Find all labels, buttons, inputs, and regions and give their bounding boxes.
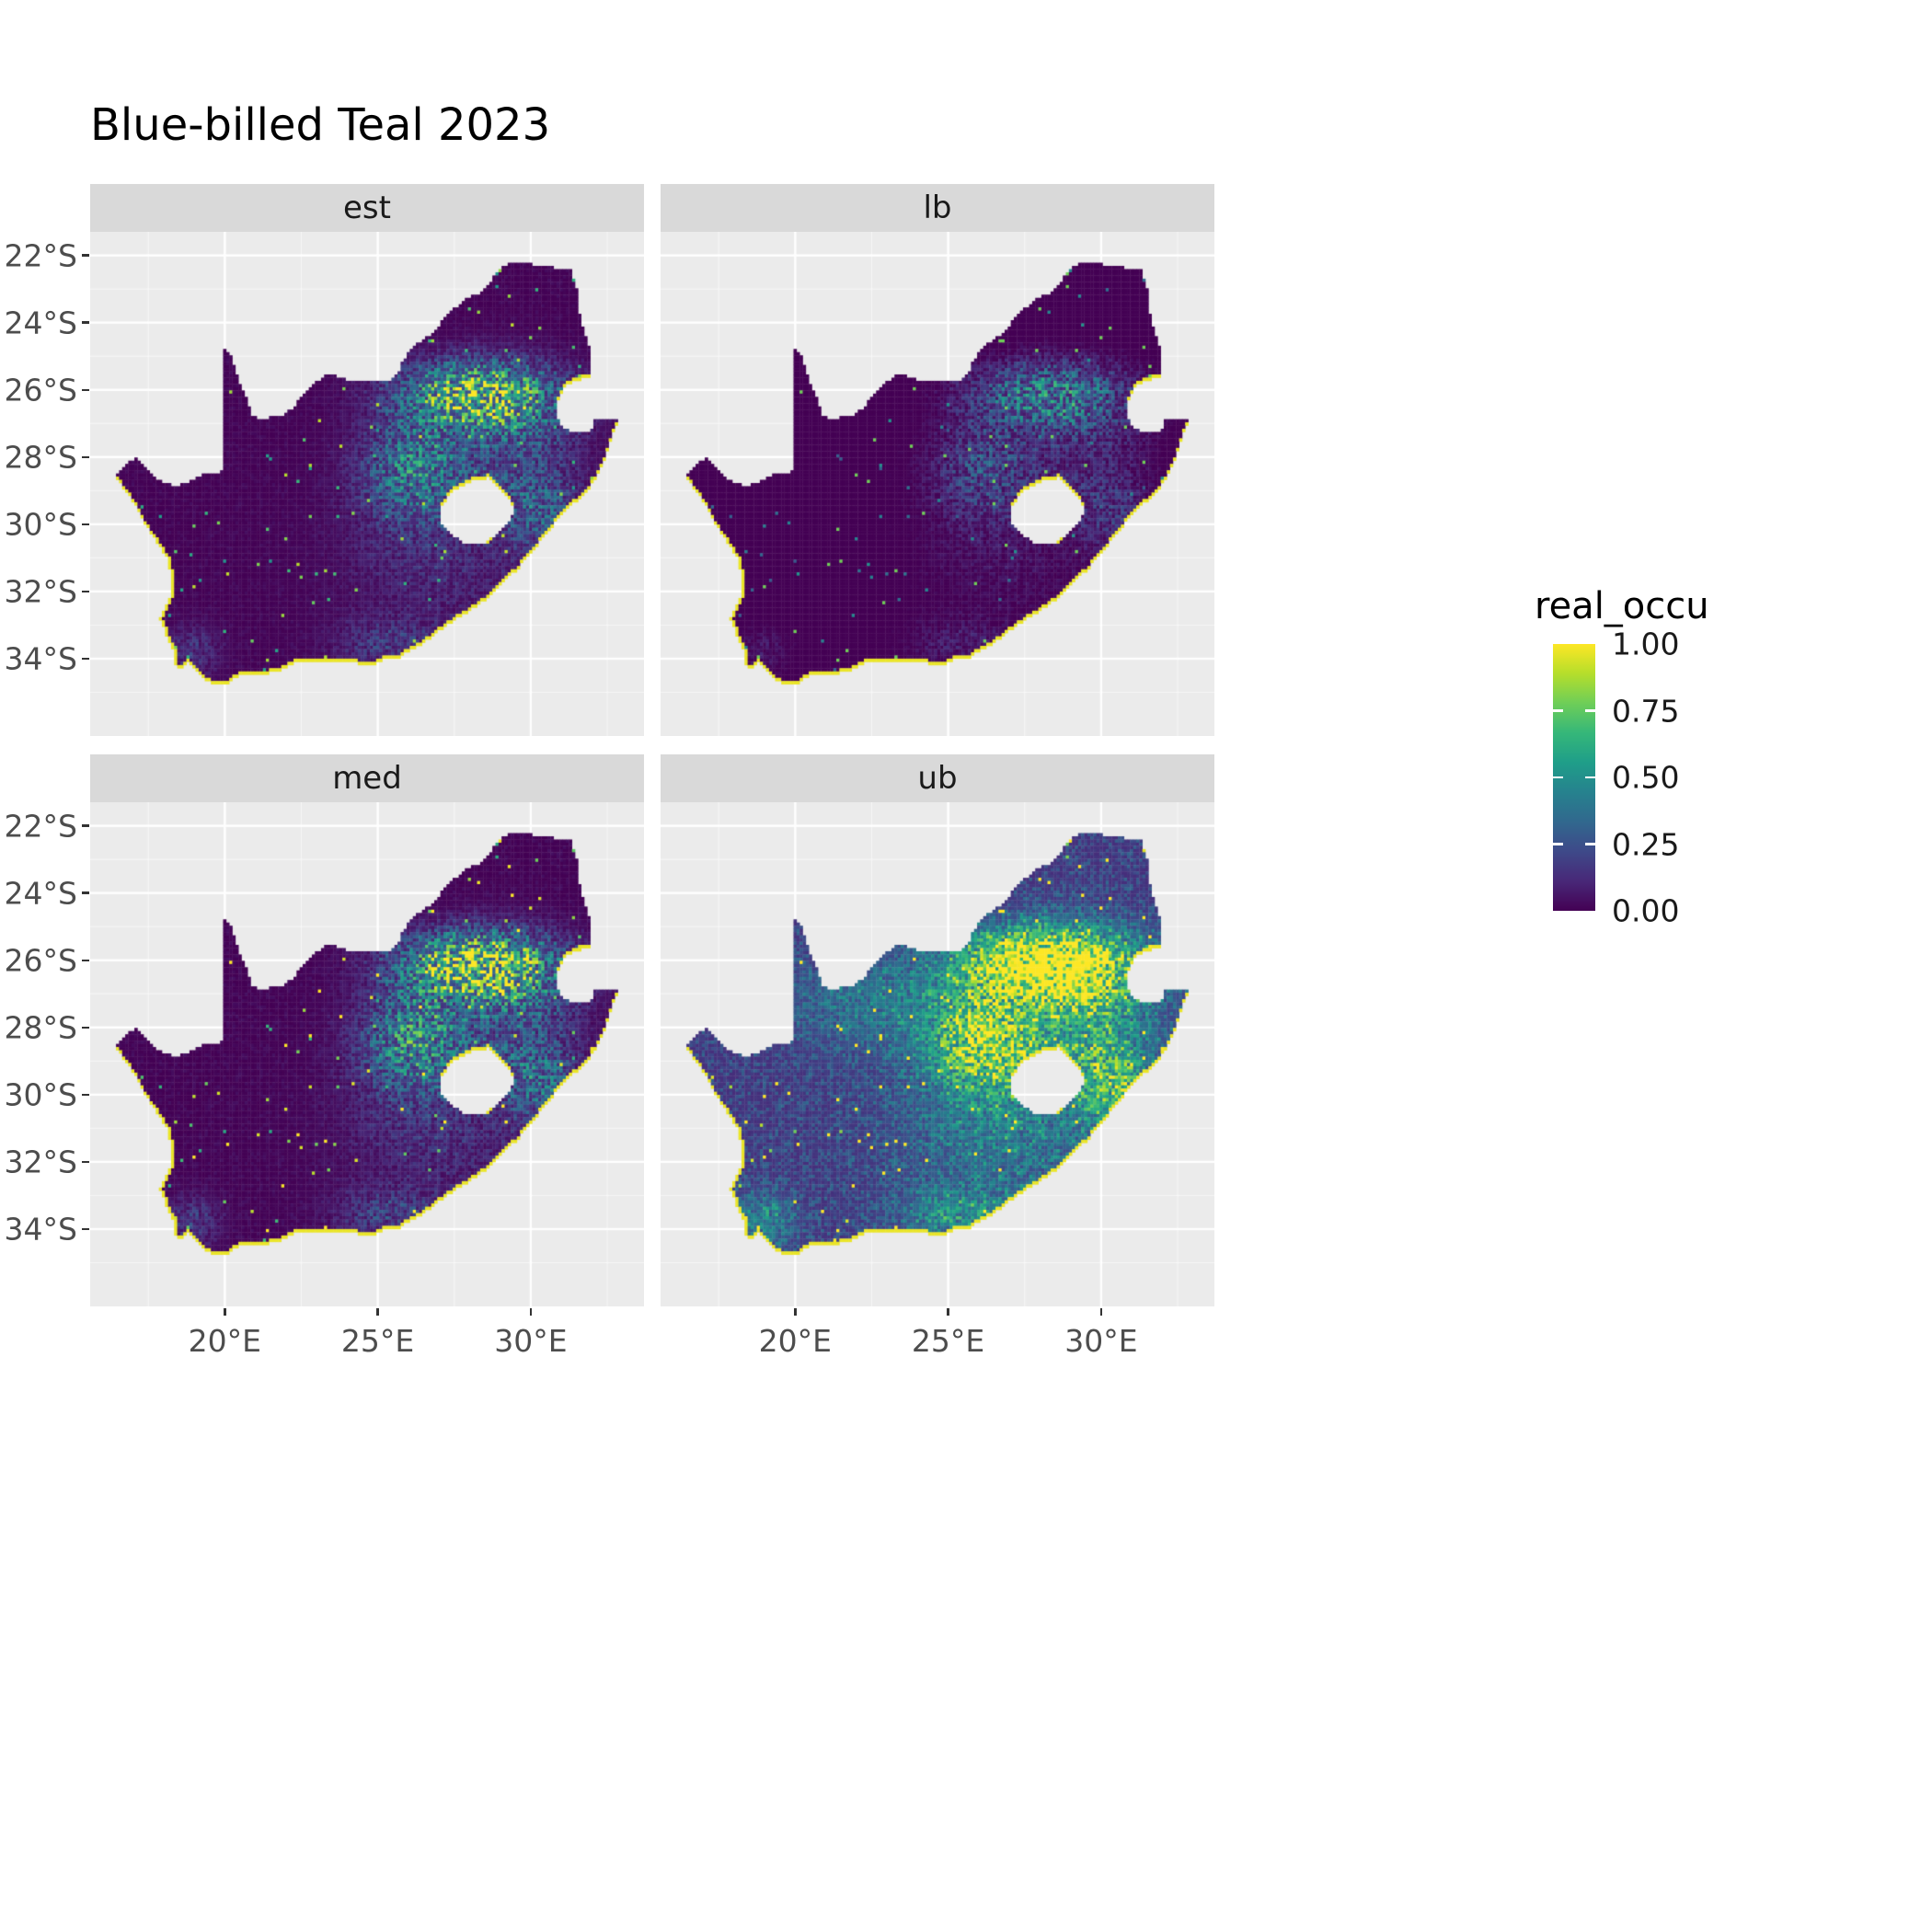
y-axis-tick-label: 34°S [4, 1211, 77, 1248]
y-axis-tick-label: 28°S [4, 1009, 77, 1046]
y-axis-tick-mark [82, 523, 89, 526]
x-axis-tick-label: 20°E [188, 1323, 261, 1359]
y-axis-tick-mark [82, 824, 89, 827]
y-axis-tick-mark [82, 1227, 89, 1231]
facet-strip-ub: ub [661, 754, 1214, 802]
x-axis-tick-mark [224, 1308, 226, 1316]
y-axis-tick-mark [82, 891, 89, 894]
y-axis-tick-mark [82, 254, 89, 257]
legend-tick-label: 1.00 [1612, 626, 1680, 662]
x-axis-tick-label: 25°E [340, 1323, 415, 1359]
y-axis-tick-label: 34°S [4, 640, 77, 677]
legend-title: real_occu [1535, 585, 1709, 627]
y-axis-tick-mark [82, 657, 89, 661]
y-axis-tick-mark [82, 1160, 89, 1164]
legend-tick-mark [1553, 776, 1563, 779]
chart-title: Blue-billed Teal 2023 [90, 99, 551, 151]
y-axis-tick-mark [82, 455, 89, 458]
map-panel-est [90, 232, 644, 736]
map-panel-ub [661, 802, 1214, 1306]
y-axis-tick-mark [82, 388, 89, 391]
facet-label-est: est [343, 190, 391, 226]
facet-strip-est: est [90, 184, 644, 232]
legend-tick-mark [1585, 709, 1595, 712]
legend-tick-label: 0.00 [1612, 892, 1680, 929]
y-axis-tick-label: 26°S [4, 372, 77, 408]
legend-tick-mark [1553, 843, 1563, 845]
x-axis-tick-label: 20°E [758, 1323, 832, 1359]
y-axis-tick-label: 32°S [4, 573, 77, 610]
x-axis-tick-mark [794, 1308, 797, 1316]
x-axis-tick-label: 25°E [911, 1323, 985, 1359]
y-axis-tick-mark [82, 1093, 89, 1097]
y-axis-tick-label: 30°S [4, 1076, 77, 1113]
map-panel-lb [661, 232, 1214, 736]
legend-tick-label: 0.50 [1612, 759, 1680, 796]
y-axis-tick-label: 22°S [4, 808, 77, 845]
facet-label-med: med [332, 760, 402, 797]
y-axis-tick-label: 28°S [4, 439, 77, 476]
legend-tick-mark [1585, 776, 1595, 779]
x-axis-tick-label: 30°E [494, 1323, 568, 1359]
y-axis-tick-label: 30°S [4, 506, 77, 543]
y-axis-tick-label: 24°S [4, 305, 77, 341]
legend-tick-mark [1553, 709, 1563, 712]
facet-strip-med: med [90, 754, 644, 802]
facet-label-lb: lb [923, 190, 952, 226]
y-axis-tick-label: 32°S [4, 1144, 77, 1180]
x-axis-tick-mark [529, 1308, 533, 1316]
y-axis-tick-label: 22°S [4, 237, 77, 274]
y-axis-tick-mark [82, 1026, 89, 1029]
legend-tick-label: 0.25 [1612, 826, 1680, 862]
x-axis-tick-mark [947, 1308, 949, 1316]
facet-strip-lb: lb [661, 184, 1214, 232]
y-axis-tick-mark [82, 590, 89, 593]
legend-tick-label: 0.75 [1612, 693, 1680, 729]
facet-label-ub: ub [917, 760, 958, 797]
legend-tick-mark [1585, 843, 1595, 845]
y-axis-tick-mark [82, 959, 89, 961]
y-axis-tick-label: 24°S [4, 875, 77, 912]
y-axis-tick-label: 26°S [4, 942, 77, 979]
x-axis-tick-mark [1099, 1308, 1103, 1316]
y-axis-tick-mark [82, 321, 89, 324]
map-panel-med [90, 802, 644, 1306]
x-axis-tick-label: 30°E [1064, 1323, 1138, 1359]
x-axis-tick-mark [376, 1308, 379, 1316]
